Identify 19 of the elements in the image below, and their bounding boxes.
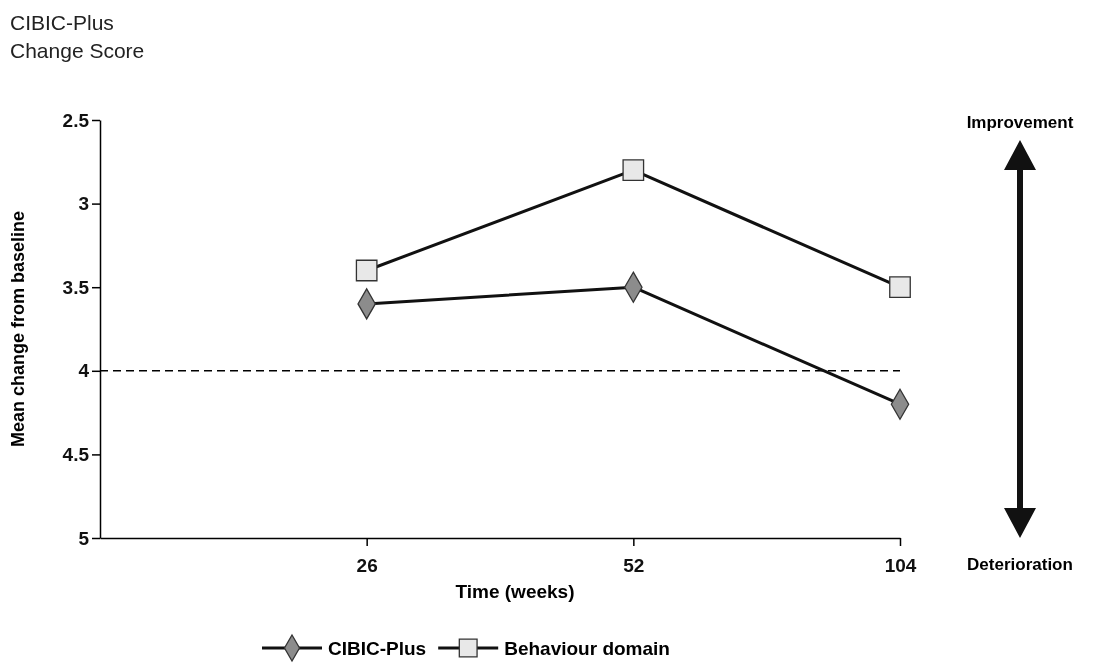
y-tick-label: 5 bbox=[78, 527, 90, 549]
x-tick-label: 104 bbox=[884, 554, 917, 576]
x-axis-title: Time (weeks) bbox=[455, 581, 575, 602]
chart-title: CIBIC-Plus Change Score bbox=[10, 11, 145, 62]
x-tick-label: 26 bbox=[356, 554, 378, 576]
y-axis-title: Mean change from baseline bbox=[8, 210, 28, 448]
x-tick-label: 52 bbox=[623, 554, 645, 576]
point bbox=[622, 159, 645, 182]
legend-label: Behaviour domain bbox=[504, 638, 670, 659]
y-tick-label: 3.5 bbox=[62, 276, 90, 298]
y-tick-label: 3 bbox=[78, 193, 89, 215]
text: Improvement bbox=[966, 113, 1074, 132]
point bbox=[889, 276, 911, 299]
y-tick-label: 4.5 bbox=[62, 443, 90, 465]
y-tick-label: 4 bbox=[78, 360, 90, 382]
legend-label: CIBIC-Plus bbox=[328, 638, 427, 659]
text: Deterioration bbox=[967, 555, 1073, 574]
y-tick-label: 2.5 bbox=[62, 109, 90, 131]
point bbox=[355, 259, 378, 282]
